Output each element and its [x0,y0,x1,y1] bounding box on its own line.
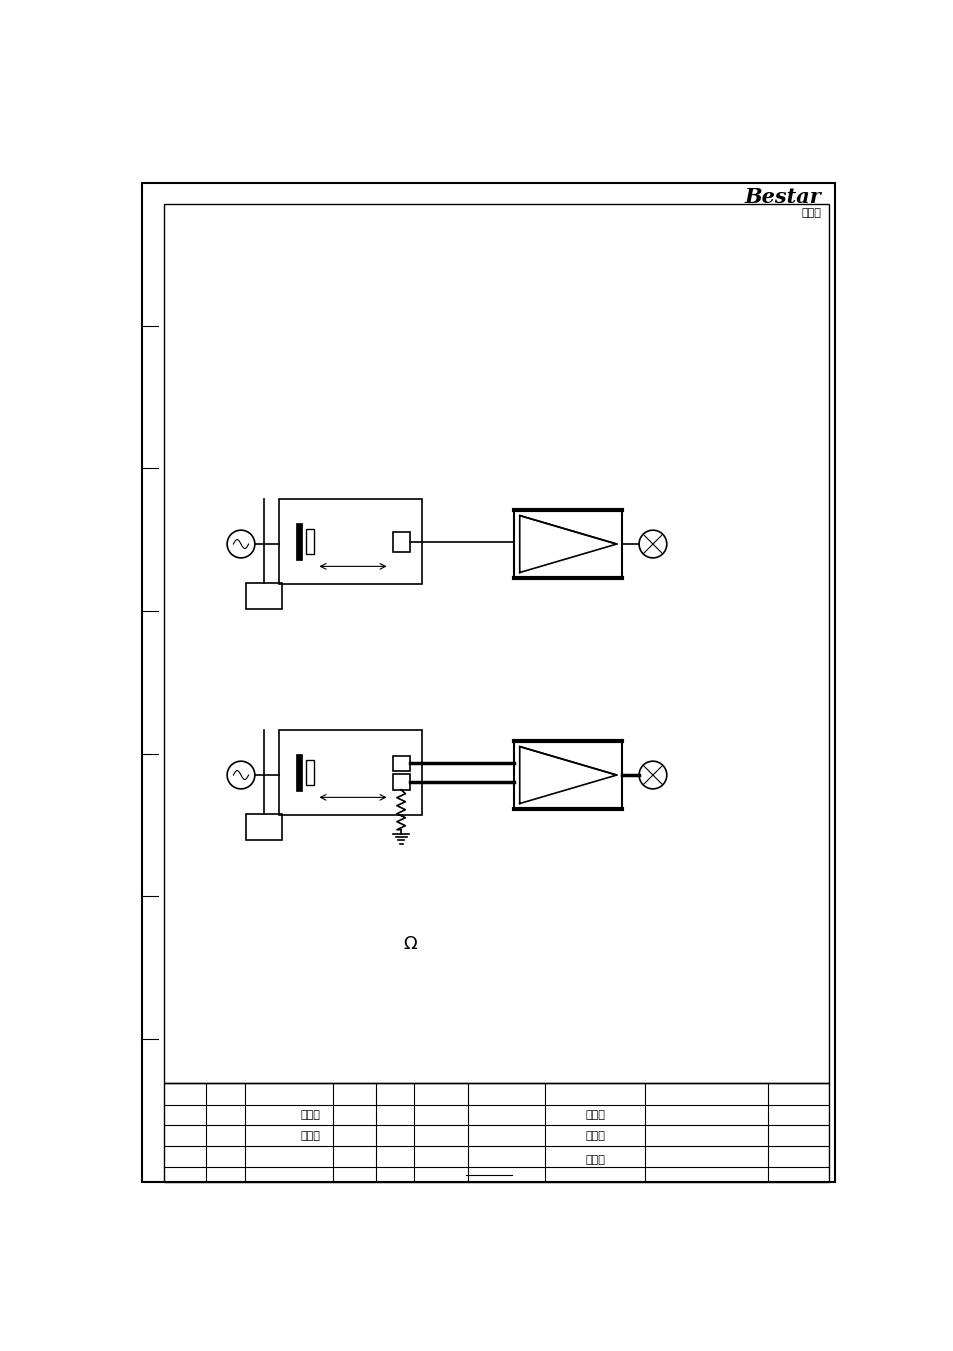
Text: 假雪晴: 假雪晴 [300,1111,320,1120]
Text: 邓晓轩: 邓晓轩 [584,1131,604,1140]
Bar [246,582,281,609]
Bar [306,761,314,785]
Bar [164,1084,828,1182]
Bar [164,204,828,1084]
Text: Bestar: Bestar [744,186,821,207]
Bar [279,731,421,815]
Text: 博士通: 博士通 [801,208,821,219]
Bar [296,523,301,561]
Text: 李红元: 李红元 [584,1155,604,1165]
Bar [279,500,421,584]
Bar [306,530,314,554]
Bar [296,754,301,792]
Text: 吴家金: 吴家金 [300,1131,320,1140]
Bar [393,532,409,551]
Bar [246,813,281,840]
Bar [393,774,409,790]
Text: 假雪晴: 假雪晴 [584,1111,604,1120]
Text: Ω: Ω [403,935,416,954]
Bar [393,755,409,771]
